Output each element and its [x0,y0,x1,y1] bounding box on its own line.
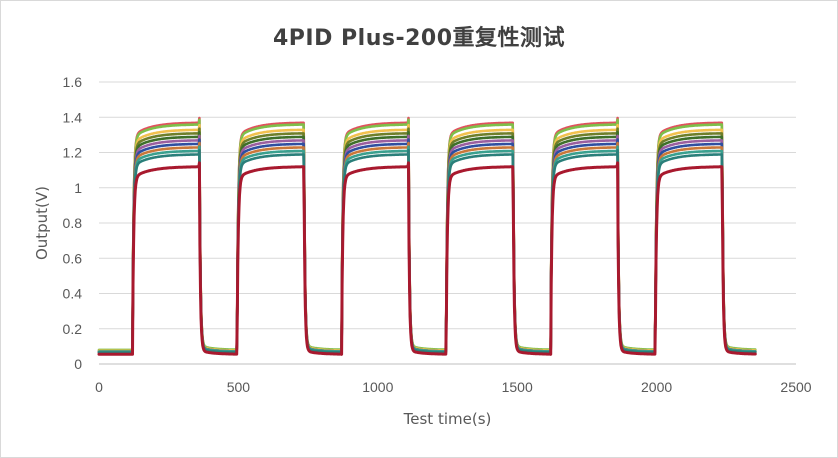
y-tick-label: 0.2 [63,321,83,337]
y-tick-label: 1 [74,180,82,196]
x-tick-labels: 0 500 1000 1500 2000 2500 [95,379,812,395]
x-tick-label: 1500 [502,379,533,395]
x-tick-label: 1000 [362,379,393,395]
y-tick-label: 1.2 [63,145,83,161]
series-line [97,149,757,354]
y-tick-label: 0.8 [63,215,83,231]
series-line [97,161,757,356]
x-tick-label: 500 [227,379,251,395]
y-tick-label: 0.6 [63,250,83,266]
x-axis-title: Test time(s) [403,410,492,428]
y-axis-title: Output(V) [33,186,51,260]
y-tick-label: 1.4 [63,109,83,125]
x-tick-label: 2500 [780,379,811,395]
y-tick-labels: 0 0.2 0.4 0.6 0.8 1 1.2 1.4 1.6 [63,74,83,372]
x-tick-label: 0 [95,379,103,395]
y-tick-label: 0 [74,356,82,372]
series-lines [97,116,757,356]
x-tick-label: 2000 [641,379,672,395]
y-tick-label: 0.4 [63,286,83,302]
chart-title: 4PID Plus-200重复性测试 [272,26,565,51]
y-tick-label: 1.6 [63,74,83,90]
